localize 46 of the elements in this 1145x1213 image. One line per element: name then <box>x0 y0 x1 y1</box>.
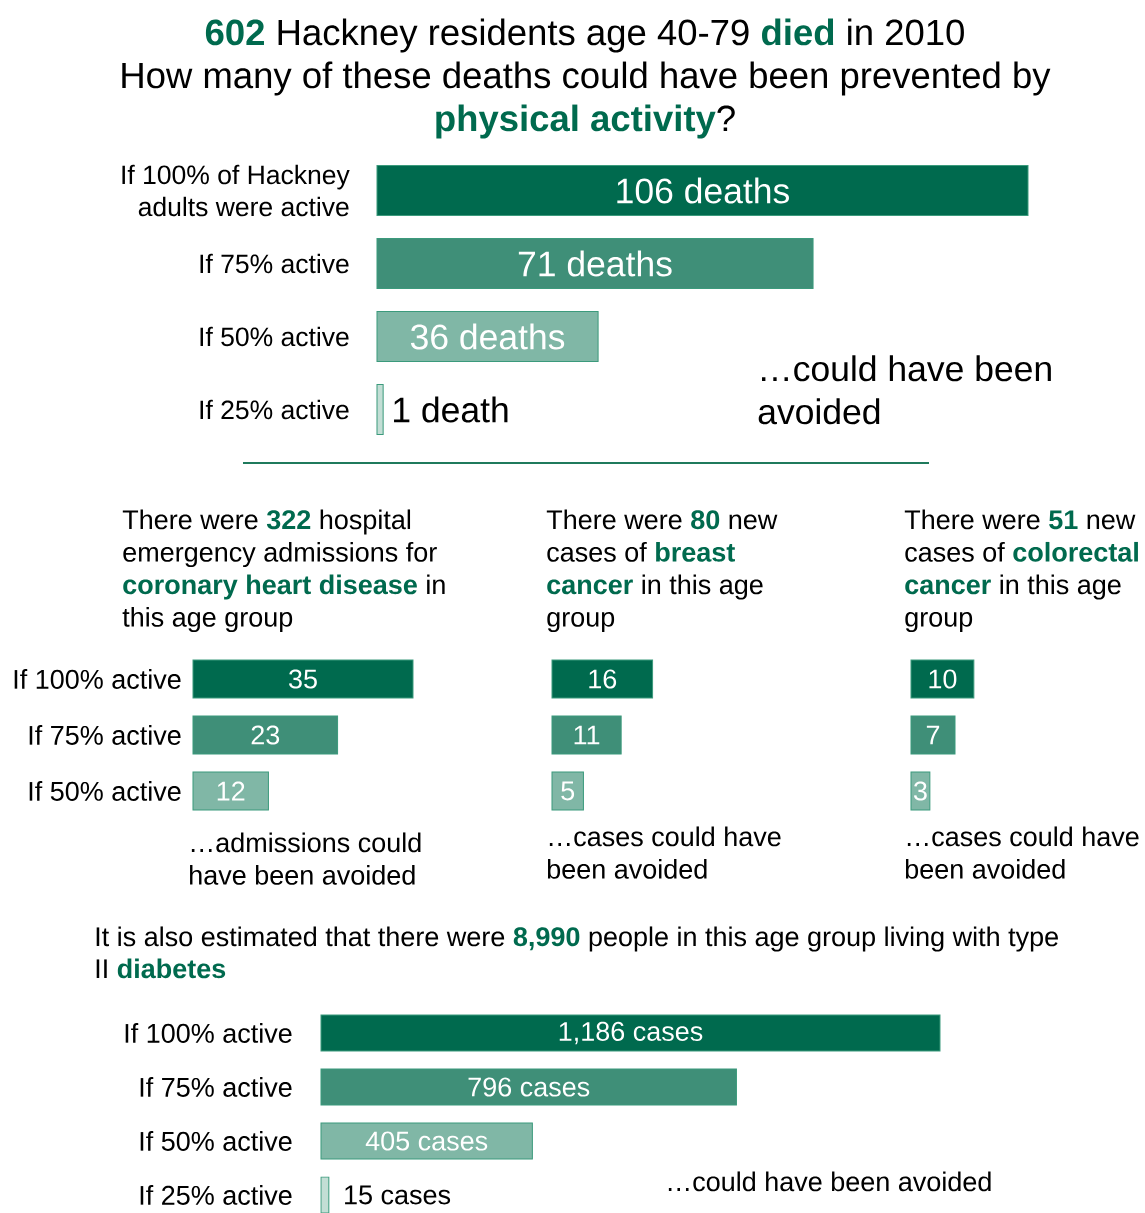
text: …cases could have been avoided <box>547 826 781 879</box>
annotation: …could have been avoided <box>668 1171 991 1192</box>
y-tick-label: If 50% active <box>29 781 181 801</box>
data-label: 16 <box>589 669 617 689</box>
data-label: 12 <box>217 781 245 801</box>
data-label: 7 <box>926 725 940 745</box>
y-tick-label: If 50% active <box>140 1131 292 1151</box>
chart-subtitle: How many of these deaths could have been prevented by physical activity? <box>122 61 1051 139</box>
data-label: 1 death <box>394 396 508 423</box>
y-tick-label: If 75% active <box>29 725 181 745</box>
data-label: 106 deaths <box>617 177 789 204</box>
y-tick-label: If 25% active <box>200 399 349 420</box>
data-label: 35 <box>289 669 317 689</box>
data-label: 405 cases <box>365 1131 488 1151</box>
text: …admissions could have been avoided <box>190 832 421 885</box>
data-label: 3 <box>913 781 927 801</box>
bar <box>376 384 384 436</box>
bar <box>320 1014 941 1052</box>
annotation: …could have been avoided <box>758 355 1051 425</box>
data-label: 15 cases <box>345 1185 451 1205</box>
chart-title: There were 322 hospital emergency admissions for coronary heart disease in this age group <box>122 509 445 633</box>
chart-title: It is also estimated that there were 8,990 people in this age group living with type II diabetes <box>96 926 1058 979</box>
y-tick-label: If 75% active <box>140 1077 292 1097</box>
data-label: 11 <box>574 725 600 745</box>
text: …cases could have been avoided <box>905 826 1139 879</box>
bar <box>320 1068 737 1106</box>
y-tick-label: If 50% active <box>200 326 349 347</box>
data-label: 71 deaths <box>518 250 672 277</box>
bar <box>320 1122 533 1160</box>
data-label: 5 <box>561 781 575 801</box>
y-tick-label: If 100% active <box>14 669 181 689</box>
data-label: 36 deaths <box>410 323 565 350</box>
data-label: 23 <box>251 725 280 745</box>
data-label: 1,186 cases <box>559 1021 703 1045</box>
y-tick-label: If 75% active <box>200 253 349 274</box>
data-label: 796 cases <box>468 1077 590 1097</box>
chart-title: There were 51 new cases of colorectal cancer in this age group <box>904 509 1138 633</box>
bar <box>376 165 1029 217</box>
bar <box>376 238 814 290</box>
y-tick-label: If 100% of Hackney adults were active <box>122 164 350 217</box>
y-tick-label: If 25% active <box>140 1185 292 1205</box>
chart-title: 602 Hackney residents age 40-79 died in 2010 <box>205 18 964 53</box>
chart-title: There were 80 new cases of breast cancer in this age group <box>546 509 778 633</box>
y-tick-label: If 100% active <box>125 1023 292 1043</box>
data-label: 10 <box>929 669 957 689</box>
bar <box>376 311 599 363</box>
